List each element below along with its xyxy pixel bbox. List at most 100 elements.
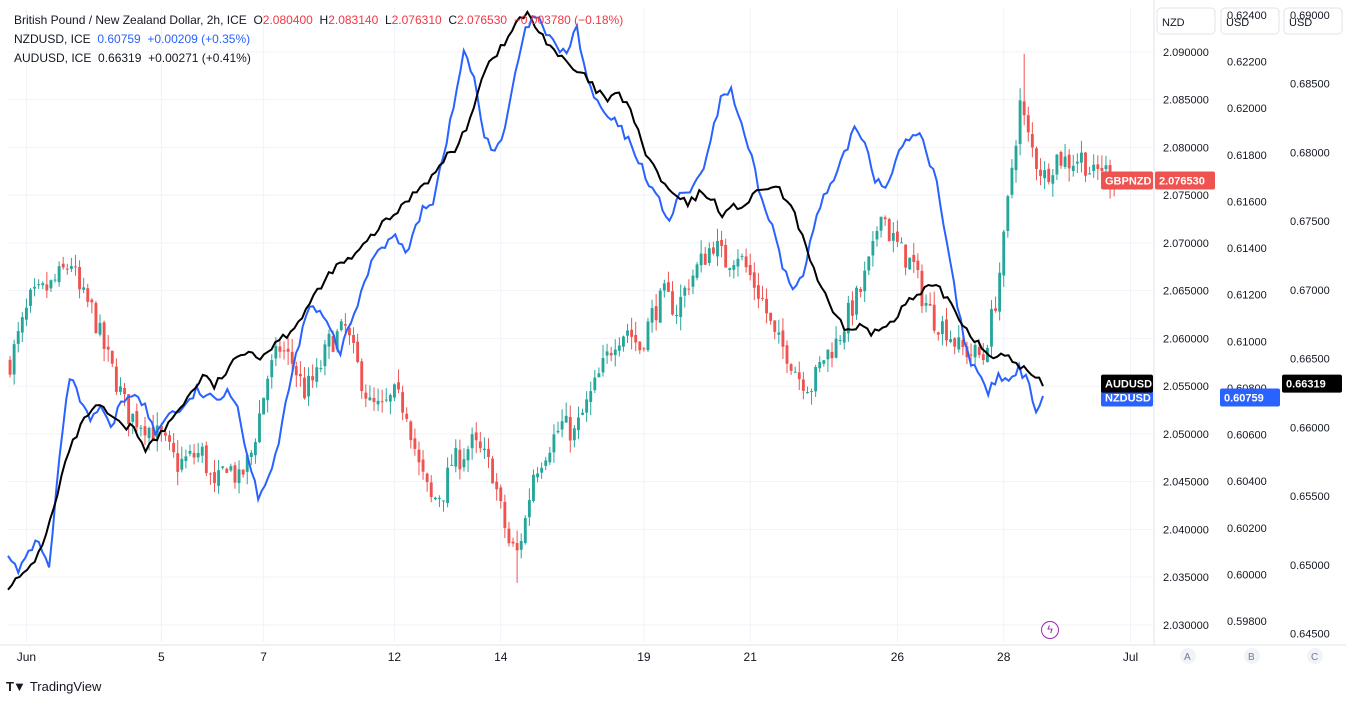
candle-body <box>846 302 850 334</box>
candle-body <box>1071 165 1075 172</box>
candle-body <box>511 541 515 544</box>
candle-body <box>687 288 691 290</box>
candle-body <box>605 351 609 356</box>
candle-body <box>957 337 961 350</box>
candle-body <box>646 321 650 351</box>
axis-tick-label: 0.66500 <box>1290 354 1330 366</box>
candle-body <box>626 330 629 336</box>
candle-body <box>769 312 773 321</box>
scale-button[interactable] <box>1244 648 1260 664</box>
candle-body <box>188 450 192 454</box>
close-label: C <box>448 13 458 27</box>
candle-body <box>736 258 740 267</box>
candle-body <box>977 347 981 355</box>
candle-body <box>1006 196 1010 231</box>
nzdusd-name[interactable]: NZDUSD, ICE <box>14 32 91 46</box>
axis-tick-label: 0.60400 <box>1227 476 1267 488</box>
low-value: 2.076310 <box>391 13 442 27</box>
candle-body <box>1088 173 1092 175</box>
scale-button-label[interactable]: B <box>1248 652 1255 663</box>
axis-header-box[interactable] <box>1283 7 1343 35</box>
axis-tick-label: 0.67500 <box>1290 216 1330 228</box>
scale-button[interactable] <box>1307 648 1323 664</box>
axis-tick-label: 0.62200 <box>1227 57 1267 69</box>
candle-body <box>879 216 883 231</box>
candle-body <box>728 268 732 270</box>
candle-body <box>1059 151 1063 166</box>
price-badge-label-box <box>1101 171 1153 190</box>
candle-body <box>998 272 1002 312</box>
candle-body <box>761 297 764 299</box>
candle-body <box>37 284 41 286</box>
lightning-icon[interactable]: ϟ <box>1041 621 1059 639</box>
scale-button-label[interactable]: A <box>1184 652 1191 663</box>
axis-header-usd1[interactable]: USD <box>1226 17 1249 29</box>
scale-button-label[interactable]: C <box>1311 652 1318 663</box>
time-tick-label: 12 <box>388 650 402 664</box>
candle-body <box>270 360 274 378</box>
candle-body <box>994 308 997 311</box>
candle-body <box>953 338 957 347</box>
candle-body <box>900 242 903 244</box>
candle-body <box>593 377 597 391</box>
candle-body <box>572 428 576 441</box>
candle-body <box>932 304 936 331</box>
candle-body <box>298 373 302 377</box>
candle-body <box>597 373 601 378</box>
candle-body <box>319 368 323 370</box>
candle-body <box>237 469 241 484</box>
candle-body <box>147 427 151 439</box>
axis-header-usd2[interactable]: USD <box>1289 17 1312 29</box>
close-value: 2.076530 <box>457 13 508 27</box>
axis-tick-label: 0.60600 <box>1227 430 1267 442</box>
candle-body <box>348 327 351 336</box>
candle-body <box>458 449 462 470</box>
candle-body <box>86 288 90 302</box>
scale-button[interactable] <box>1180 648 1196 664</box>
candle-body <box>409 421 413 441</box>
candle-body <box>961 339 965 347</box>
candle-body <box>544 460 548 466</box>
candle-body <box>990 308 993 347</box>
candle-body <box>683 287 687 296</box>
axis-tick-label: 0.59800 <box>1227 616 1267 628</box>
candle-body <box>781 330 785 347</box>
audusd-name[interactable]: AUDUSD, ICE <box>14 51 92 65</box>
candle-body <box>143 426 147 436</box>
candle-body <box>507 528 511 544</box>
candle-body <box>413 438 417 449</box>
candle-body <box>1096 164 1100 170</box>
candle-body <box>82 287 86 290</box>
candle-body <box>69 266 73 269</box>
axis-header-box[interactable] <box>1156 7 1216 35</box>
axis-header-nzd[interactable]: NZD <box>1162 17 1185 29</box>
candle-body <box>936 332 940 335</box>
candle-body <box>286 348 290 352</box>
tradingview-brand[interactable]: T▼ TradingView <box>6 679 101 694</box>
axis-tick-label: 2.060000 <box>1163 333 1209 345</box>
candle-body <box>540 467 544 473</box>
candle-body <box>744 256 748 268</box>
axis-tick-label: 2.050000 <box>1163 429 1209 441</box>
symbol-name[interactable]: British Pound / New Zealand Dollar, 2h, … <box>14 13 247 27</box>
candle-body <box>327 333 331 347</box>
candle-body <box>352 335 355 343</box>
candle-body <box>425 473 429 483</box>
candle-body <box>12 344 16 375</box>
candle-body <box>1084 152 1087 176</box>
axis-header-box[interactable] <box>1220 7 1280 35</box>
candle-body <box>912 254 916 263</box>
axis-tick-label: 2.070000 <box>1163 238 1209 250</box>
candle-body <box>1063 156 1067 167</box>
candle-body <box>331 335 335 352</box>
candle-body <box>380 401 384 403</box>
candle-body <box>335 331 339 350</box>
candle-body <box>826 349 830 360</box>
candle-body <box>213 472 216 484</box>
candle-body <box>290 351 294 364</box>
axis-tick-label: 0.67000 <box>1290 285 1330 297</box>
candle-body <box>1010 167 1014 195</box>
candle-body <box>634 334 638 343</box>
